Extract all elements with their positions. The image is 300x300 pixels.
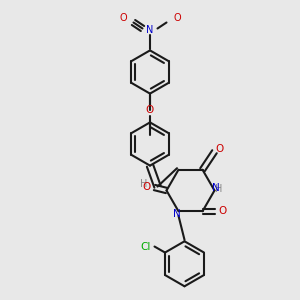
Text: O: O [119,13,127,23]
Text: N: N [146,25,154,35]
Text: O: O [142,182,151,193]
Text: H: H [215,184,223,194]
Text: O: O [215,144,223,154]
Text: H: H [140,178,148,189]
Text: O: O [218,206,226,216]
Text: O: O [146,105,154,115]
Text: O: O [173,13,181,23]
Text: Cl: Cl [140,242,151,251]
Text: N: N [212,183,219,193]
Text: N: N [173,209,181,219]
